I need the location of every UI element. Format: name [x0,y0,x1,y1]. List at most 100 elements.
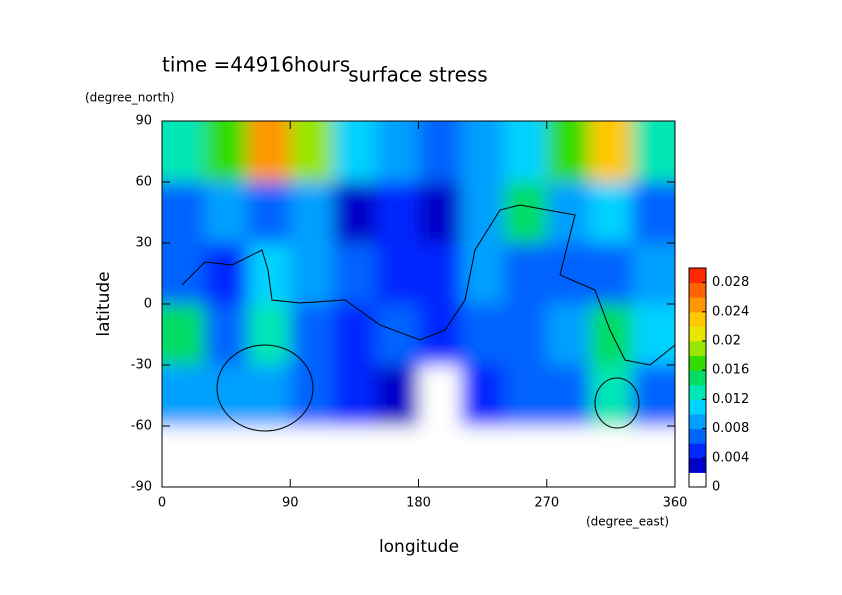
colorbar-tick-label: 0 [712,480,720,495]
colorbar-swatch [689,370,706,386]
field-cell [204,426,248,487]
field-cells [162,121,675,487]
colorbar-swatch [689,428,706,444]
field-cell [589,304,633,366]
field-cell [333,365,377,427]
field-cell [504,243,548,305]
coastline [181,204,675,366]
field-cell [290,243,334,305]
colorbar-swatch [689,457,706,473]
y-tick-label: 0 [144,297,152,312]
x-tick-label: 0 [158,496,166,511]
x-axis-label: longitude [379,537,459,557]
x-unit: (degree_east) [586,515,669,529]
x-tick-label: 90 [282,496,299,511]
field-cell [375,426,419,487]
field-cell [504,121,548,183]
coastlines [181,204,675,432]
field-cell [247,121,291,183]
field-cell [162,182,206,244]
colorbar-swatch [689,472,706,488]
field-cell [632,243,675,305]
field-cell [546,243,590,305]
field-cell [162,121,206,183]
field-cell [589,365,633,427]
y-tick-label: -60 [131,419,152,434]
x-tick-label: 270 [534,496,559,511]
colorbar-swatch [689,268,706,284]
field-cell [247,243,291,305]
field-cell [504,365,548,427]
field-cell [546,365,590,427]
field-cell [162,304,206,366]
colorbar-tick-label: 0.008 [712,421,749,436]
field-cell [461,426,505,487]
y-tick-label: 90 [135,114,152,129]
field-cell [375,243,419,305]
field-cell [290,304,334,366]
coastline [216,344,314,432]
field-cell [546,121,590,183]
colorbar-tick-label: 0.02 [712,334,741,349]
field-cell [247,304,291,366]
colorbar-swatch [689,414,706,430]
colorbar: 0 0.004 0.008 0.012 0.016 0.02 0.024 0.028 [688,267,749,495]
field-cell [504,182,548,244]
field-cell [589,121,633,183]
field-cell [333,304,377,366]
chart-subtitle: time =44916hours [162,53,350,77]
colorbar-tick-label: 0.004 [712,450,749,465]
field-cell [375,304,419,366]
field-cell [418,304,462,366]
colorbar-tick-label: 0.012 [712,392,749,407]
colorbar-tick-label: 0.028 [712,275,749,290]
field [162,121,675,487]
field-cell [546,426,590,487]
field-cell [632,304,675,366]
field-cell [418,365,462,427]
colorbar-swatch [689,311,706,327]
colorbar-frame [688,267,707,488]
colorbar-tick-label: 0.024 [712,304,749,319]
field-cell [162,365,206,427]
y-tick-label: 30 [135,236,152,251]
field-cell [461,304,505,366]
field-cell [247,426,291,487]
y-tick-label: -30 [131,358,152,373]
field-cell [418,182,462,244]
field-cell [589,182,633,244]
field-cell [461,243,505,305]
field-cell [333,121,377,183]
field-cell [589,243,633,305]
field-cell [204,182,248,244]
field-cell [546,182,590,244]
field-cell [589,426,633,487]
field-cell [504,426,548,487]
y-axis-label: latitude [94,271,114,336]
field-cell [375,121,419,183]
field-cell [632,182,675,244]
field-cell [247,365,291,427]
field-cell [418,426,462,487]
colorbar-swatch [689,384,706,400]
chart-title: surface stress [348,63,487,87]
field-cell [632,121,675,183]
field-cell [461,121,505,183]
field-cell [546,304,590,366]
field-cell [333,182,377,244]
field-cell [204,121,248,183]
x-tick-label: 180 [406,496,431,511]
field-cell [504,304,548,366]
field-cell [290,426,334,487]
y-tick-label: -90 [131,480,152,495]
colorbar-swatch [689,399,706,415]
field-cell [461,182,505,244]
x-tick-label: 360 [663,496,688,511]
colorbar-swatch [689,341,706,357]
field-cell [204,243,248,305]
field-cell [204,304,248,366]
colorbar-tick-label: 0.016 [712,363,749,378]
field-cell [247,182,291,244]
colorbar-swatch [689,297,706,313]
